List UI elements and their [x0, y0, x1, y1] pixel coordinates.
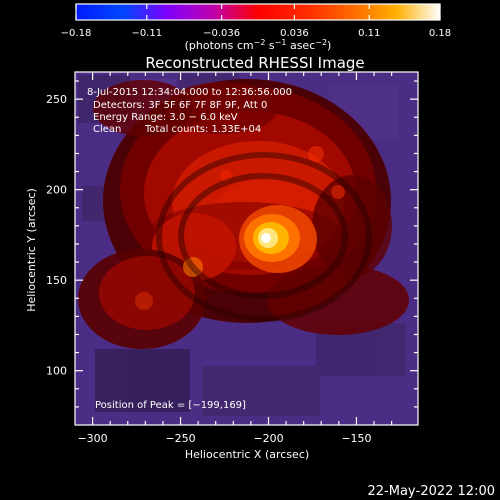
y-tick-label: 150 [46, 274, 67, 287]
x-tick-label: −150 [341, 432, 371, 445]
colorbar-tick-label: 0.11 [358, 28, 380, 39]
footer-timestamp: 22‑May‑2022 12:00 [368, 484, 495, 499]
colorbar-tick-label: 0.036 [280, 28, 309, 39]
colorbar: −0.18 −0.11 −0.036 0.036 0.11 0.18 (photons c… [61, 3, 451, 52]
y-tick-label: 200 [46, 184, 67, 197]
y-axis: 100 150 200 250 [46, 80, 418, 408]
x-axis: −300 −250 −200 −150 [77, 72, 393, 445]
x-tick-label: −250 [165, 432, 195, 445]
colorbar-gradient [75, 3, 441, 21]
x-tick-label: −300 [77, 432, 107, 445]
time-range-label: 8‑Jul‑2015 12:34:04.000 to 12:36:56.000 [87, 87, 292, 98]
chart-title: Reconstructed RHESSI Image [145, 54, 364, 72]
colorbar-tick-label: 0.18 [429, 28, 451, 39]
colorbar-unit-label: (photons cm−2 s−1 asec−2) [185, 38, 332, 52]
heatmap-structure [78, 79, 409, 349]
plot-area [74, 71, 419, 426]
clean-label: Clean [93, 124, 121, 135]
peak-position-label: Position of Peak = [−199,169] [95, 400, 246, 411]
total-counts-label: Total counts: 1.33E+04 [144, 124, 261, 135]
colorbar-ticks [75, 4, 441, 20]
colorbar-tick-label: −0.11 [131, 28, 162, 39]
colorbar-tick-label: −0.036 [203, 28, 240, 39]
x-tick-label: −200 [253, 432, 283, 445]
x-axis-label: Heliocentric X (arcsec) [185, 448, 309, 461]
detectors-label: Detectors: 3F 5F 6F 7F 8F 9F, Att 0 [93, 100, 267, 111]
plot-annotations: 8‑Jul‑2015 12:34:04.000 to 12:36:56.000 … [87, 87, 292, 411]
y-tick-label: 100 [46, 365, 67, 378]
ring-pattern [156, 152, 372, 322]
colorbar-tick-label: −0.18 [61, 28, 92, 39]
plot-frame [74, 71, 419, 426]
energy-range-label: Energy Range: 3.0 − 6.0 keV [93, 112, 238, 123]
y-tick-label: 250 [46, 93, 67, 106]
colorbar-tick-labels: −0.18 −0.11 −0.036 0.036 0.11 0.18 [61, 28, 451, 39]
y-axis-label: Heliocentric Y (arcsec) [25, 188, 38, 312]
